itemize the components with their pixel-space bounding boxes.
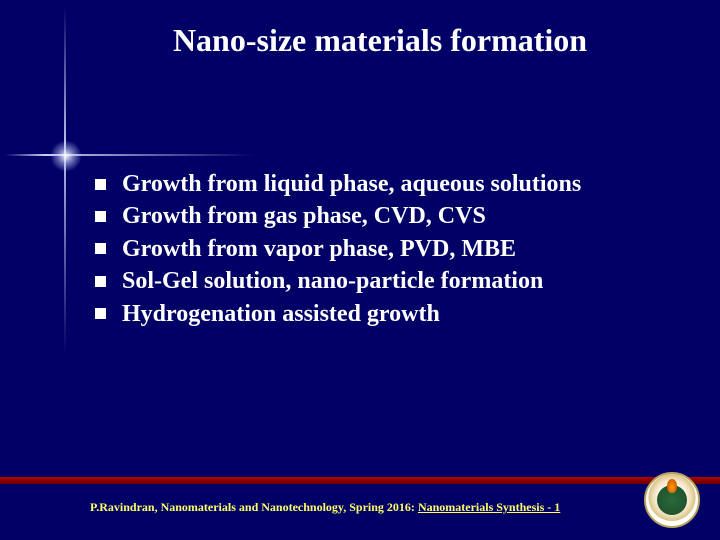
- square-bullet-icon: [95, 276, 106, 287]
- footer-link: Nanomaterials Synthesis - 1: [418, 500, 560, 514]
- bullet-text: Hydrogenation assisted growth: [122, 298, 440, 330]
- bullet-text: Growth from gas phase, CVD, CVS: [122, 200, 486, 232]
- lens-flare-core: [50, 140, 82, 172]
- logo-inner-icon: [657, 485, 687, 515]
- square-bullet-icon: [95, 179, 106, 190]
- institution-logo: [644, 472, 700, 528]
- square-bullet-icon: [95, 211, 106, 222]
- footer-citation: P.Ravindran, Nanomaterials and Nanotechn…: [90, 500, 560, 515]
- bullet-text: Sol-Gel solution, nano-particle formatio…: [122, 265, 543, 297]
- square-bullet-icon: [95, 308, 106, 319]
- list-item: Hydrogenation assisted growth: [95, 298, 581, 330]
- list-item: Sol-Gel solution, nano-particle formatio…: [95, 265, 581, 297]
- bullet-list: Growth from liquid phase, aqueous soluti…: [95, 168, 581, 330]
- footer-divider-bar: [0, 477, 720, 484]
- bullet-text: Growth from vapor phase, PVD, MBE: [122, 233, 516, 265]
- footer-author-course: P.Ravindran, Nanomaterials and Nanotechn…: [90, 500, 418, 514]
- bullet-text: Growth from liquid phase, aqueous soluti…: [122, 168, 581, 200]
- square-bullet-icon: [95, 243, 106, 254]
- lens-flare-cross: [65, 155, 67, 157]
- list-item: Growth from gas phase, CVD, CVS: [95, 200, 581, 232]
- list-item: Growth from liquid phase, aqueous soluti…: [95, 168, 581, 200]
- list-item: Growth from vapor phase, PVD, MBE: [95, 233, 581, 265]
- page-title: Nano-size materials formation: [0, 22, 720, 59]
